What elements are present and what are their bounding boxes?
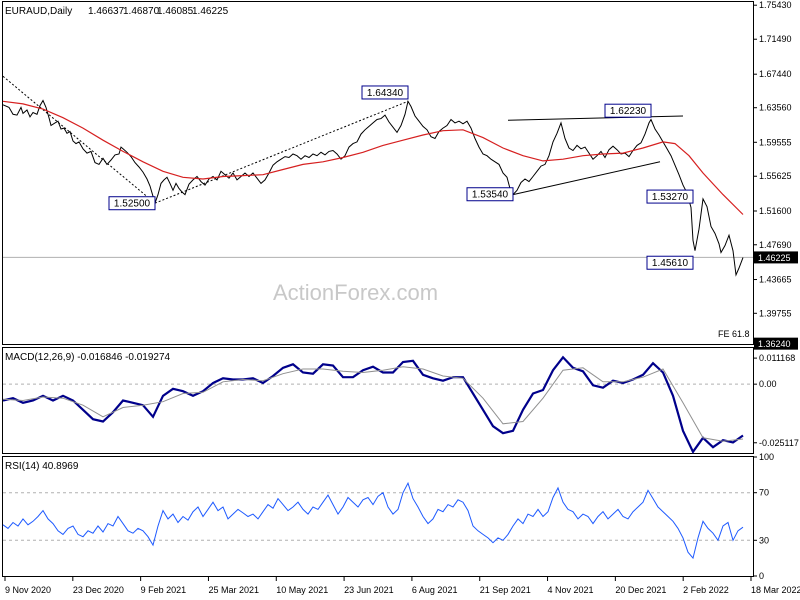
ohlc-close: 1.46225 bbox=[192, 6, 229, 17]
current-price-marker: 1.46225 bbox=[754, 251, 798, 264]
annotation-box bbox=[604, 103, 652, 118]
x-tick-label: 6 Aug 2021 bbox=[412, 585, 458, 595]
annotation-label: 1.53540 bbox=[472, 190, 509, 201]
annotation-box bbox=[646, 189, 694, 204]
rsi-y-tick-label: 70 bbox=[759, 488, 769, 498]
annotation-label: 1.62230 bbox=[610, 106, 647, 117]
annotation-label: 1.45610 bbox=[652, 258, 689, 269]
annotation-box bbox=[646, 255, 694, 270]
macd-y-tick-label: 0.00 bbox=[759, 379, 777, 389]
x-tick-label: 4 Nov 2021 bbox=[548, 585, 594, 595]
macd-y-tick-label: 0.011168 bbox=[759, 353, 795, 363]
x-tick-label: 18 Mar 2022 bbox=[751, 585, 800, 595]
series-signal bbox=[2, 366, 744, 442]
price-y-tick-label: 1.67440 bbox=[759, 69, 792, 79]
x-tick-label: 9 Feb 2021 bbox=[141, 585, 187, 595]
price-y-tick-label: 1.71490 bbox=[759, 34, 792, 44]
price-y-tick-label: 1.51600 bbox=[759, 206, 792, 216]
rsi-y-tick-label: 100 bbox=[759, 452, 774, 462]
price-y-tick-label: 1.75430 bbox=[759, 0, 792, 10]
rsi-panel-frame bbox=[2, 456, 754, 577]
current-price-marker-label: 1.46225 bbox=[758, 253, 791, 263]
series-rsi bbox=[2, 481, 744, 560]
fib-extension-label: FE 61.8 bbox=[718, 329, 750, 339]
macd-y-tick-label: -0.025117 bbox=[759, 438, 799, 448]
fib-value-marker-label: 1.36240 bbox=[758, 339, 791, 349]
ohlc-high: 1.46870 bbox=[123, 6, 160, 17]
macd-panel-frame bbox=[2, 347, 754, 454]
x-tick-label: 23 Jun 2021 bbox=[344, 585, 394, 595]
x-tick-label: 23 Dec 2020 bbox=[73, 585, 124, 595]
rsi-panel-title: RSI(14) 40.8969 bbox=[5, 461, 79, 472]
annotation-label: 1.53270 bbox=[652, 192, 689, 203]
x-tick-label: 9 Nov 2020 bbox=[5, 585, 51, 595]
price-y-tick-label: 1.43665 bbox=[759, 275, 792, 285]
x-tick-label: 20 Dec 2021 bbox=[615, 585, 666, 595]
x-tick-label: 2 Feb 2022 bbox=[683, 585, 729, 595]
annotation-box bbox=[108, 196, 156, 211]
annotation-box bbox=[361, 85, 409, 100]
price-panel-frame bbox=[2, 1, 754, 345]
current-price-marker-box bbox=[754, 251, 798, 264]
x-tick-label: 25 Mar 2021 bbox=[208, 585, 259, 595]
price-y-tick-label: 1.39755 bbox=[759, 308, 792, 318]
trendline-dotted-fib-projection bbox=[2, 75, 154, 202]
x-tick-label: 21 Sep 2021 bbox=[480, 585, 531, 595]
rsi-y-tick-label: 30 bbox=[759, 535, 769, 545]
price-y-tick-label: 1.55625 bbox=[759, 171, 792, 181]
ohlc-low: 1.46085 bbox=[157, 6, 194, 17]
ohlc-open: 1.46637 bbox=[88, 6, 125, 17]
macd-panel-title: MACD(12,26,9) -0.016846 -0.019274 bbox=[5, 352, 171, 363]
series-moving-average bbox=[2, 100, 744, 215]
price-y-tick-label: 1.59555 bbox=[759, 137, 792, 147]
trendline-channel-lower bbox=[512, 161, 661, 196]
annotation-1.45610: 1.45610 bbox=[646, 255, 694, 270]
annotation-box bbox=[466, 187, 514, 202]
rsi-y-tick-label: 0 bbox=[759, 571, 764, 581]
x-tick-label: 10 May 2021 bbox=[276, 585, 328, 595]
price-header: EURAUD,Daily 1.46637 1.46870 1.46085 1.4… bbox=[5, 6, 229, 17]
annotation-1.52500: 1.52500 bbox=[108, 196, 156, 211]
annotation-1.53540: 1.53540 bbox=[466, 187, 514, 202]
series-price bbox=[2, 99, 744, 277]
annotation-1.64340: 1.64340 bbox=[361, 85, 409, 100]
annotation-1.53270: 1.53270 bbox=[646, 189, 694, 204]
fib-value-marker: 1.36240 bbox=[754, 337, 798, 350]
annotation-label: 1.52500 bbox=[114, 199, 151, 210]
price-y-tick-label: 1.47690 bbox=[759, 240, 792, 250]
fib-value-marker-box bbox=[754, 337, 798, 350]
price-y-tick-label: 1.63560 bbox=[759, 103, 792, 113]
annotation-1.62230: 1.62230 bbox=[604, 103, 652, 118]
price-panel-title: EURAUD,Daily bbox=[5, 6, 72, 17]
watermark: ActionForex.com bbox=[273, 280, 438, 305]
trendline-dotted-fib-projection bbox=[154, 100, 409, 204]
trendline-channel-upper bbox=[507, 115, 684, 121]
annotation-label: 1.64340 bbox=[367, 88, 404, 99]
